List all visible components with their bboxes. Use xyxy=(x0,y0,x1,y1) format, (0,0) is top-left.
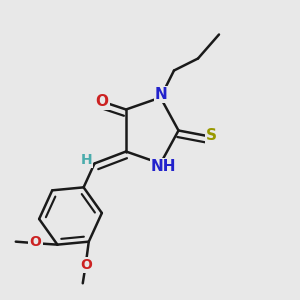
Text: S: S xyxy=(206,128,217,143)
Text: N: N xyxy=(155,87,168,102)
Text: O: O xyxy=(80,258,92,272)
Text: O: O xyxy=(95,94,109,109)
Text: H: H xyxy=(80,153,92,167)
Text: O: O xyxy=(30,235,41,249)
Text: NH: NH xyxy=(151,159,176,174)
